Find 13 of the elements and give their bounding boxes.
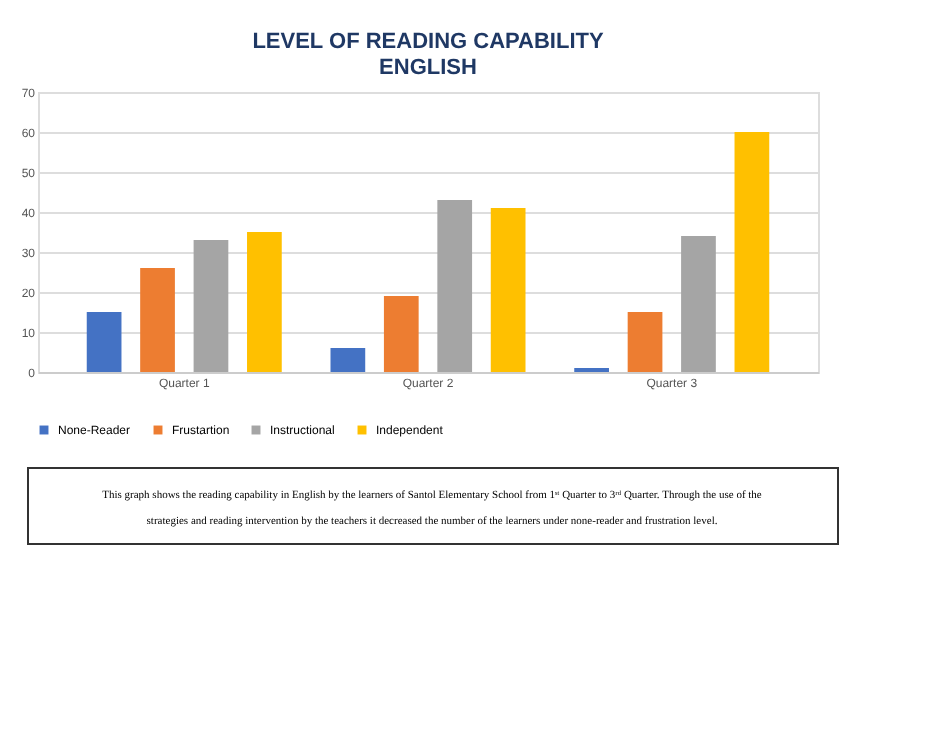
bar (86, 312, 122, 372)
bar (627, 312, 663, 372)
bar (140, 268, 175, 372)
bar (437, 200, 473, 372)
chart-title: LEVEL OF READING CAPABILITY (252, 30, 605, 54)
bar (490, 208, 526, 372)
bar (330, 348, 366, 372)
chart-subtitle: ENGLISH (379, 56, 477, 80)
bar (734, 132, 770, 372)
bar (681, 236, 716, 372)
bar (383, 296, 419, 372)
bar (193, 240, 229, 372)
bar (247, 232, 282, 372)
